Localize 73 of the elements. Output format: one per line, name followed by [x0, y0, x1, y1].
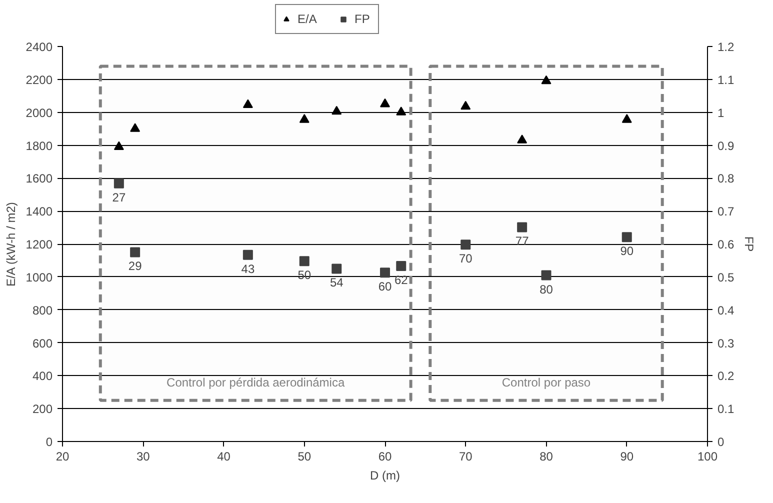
y2-axis-title: FP	[742, 236, 756, 252]
y2-tick-label: 0.2	[718, 369, 735, 384]
y2-tick-label: 0.1	[718, 402, 735, 416]
point	[299, 114, 310, 123]
annotation: 80	[540, 282, 554, 296]
y-tick-label: 1200	[26, 238, 53, 252]
y-tick-label: 1800	[26, 138, 53, 153]
point	[460, 240, 471, 250]
y-tick-label: 2000	[26, 106, 53, 120]
point	[114, 141, 124, 150]
point	[517, 134, 528, 144]
point	[130, 123, 140, 132]
point	[622, 232, 632, 242]
y2-tick-label: 1.1	[718, 72, 735, 87]
y-tick-label: 1600	[26, 172, 53, 186]
y-tick-label: 400	[32, 369, 53, 384]
annotation: 43	[241, 262, 255, 276]
y-tick-label: 1000	[26, 270, 53, 284]
point	[541, 270, 552, 280]
y-tick-label: 2400	[26, 40, 53, 54]
x-tick-label: 50	[298, 450, 312, 464]
x-tick-label: 20	[56, 450, 70, 464]
x-axis-title: D (m)	[370, 468, 400, 482]
y-tick-label: 600	[32, 336, 53, 350]
annotation: 29	[128, 259, 142, 274]
point	[460, 100, 471, 110]
point	[380, 268, 390, 278]
y-tick-label: 200	[32, 402, 53, 416]
annotation: 70	[458, 252, 473, 266]
x-tick-label: 70	[458, 450, 473, 464]
y2-tick-label: 0.7	[718, 204, 735, 219]
point	[380, 98, 390, 108]
y-axis-title: E/A (kW-h / m2)	[4, 202, 18, 287]
y-tick-label: 1400	[26, 204, 53, 219]
annotation: 90	[620, 244, 634, 258]
y2-tick-label: 0.5	[718, 270, 735, 284]
point	[114, 178, 124, 188]
point	[622, 114, 632, 123]
point	[332, 264, 342, 274]
y2-tick-label: 1.2	[718, 40, 735, 54]
y-tick-label: 0	[46, 435, 53, 449]
point	[299, 256, 310, 266]
x-tick-label: 60	[378, 450, 392, 464]
y2-tick-label: 0	[718, 435, 724, 449]
band-label: Control por paso	[502, 376, 591, 390]
y2-tick-label: 0.8	[718, 172, 735, 186]
legend-label: FP	[354, 12, 371, 26]
point	[242, 99, 253, 108]
x-tick-label: 30	[136, 450, 150, 464]
x-tick-label: 90	[620, 450, 634, 464]
point	[130, 247, 140, 258]
point	[396, 106, 406, 116]
x-tick-label: 100	[697, 450, 718, 464]
x-tick-label: 80	[540, 450, 554, 464]
annotation: 62	[394, 273, 408, 288]
annotation: 54	[330, 276, 344, 290]
x-tick-label: 40	[217, 450, 231, 464]
point	[541, 75, 552, 84]
y2-tick-label: 0.9	[718, 138, 735, 153]
band-label: Control por pérdida aerodinámica	[166, 376, 345, 390]
annotation: 27	[112, 190, 126, 204]
y2-tick-label: 0.4	[718, 303, 735, 318]
point	[396, 261, 406, 272]
y-tick-label: 800	[32, 303, 53, 318]
point	[332, 106, 342, 115]
annotation: 60	[378, 280, 392, 294]
legend-label: E/A	[297, 12, 318, 26]
point	[517, 222, 528, 232]
y-tick-label: 2200	[26, 72, 53, 87]
y2-tick-label: 1	[718, 106, 724, 120]
y2-tick-label: 0.3	[718, 336, 735, 350]
y2-tick-label: 0.6	[718, 238, 735, 252]
point	[242, 250, 253, 260]
